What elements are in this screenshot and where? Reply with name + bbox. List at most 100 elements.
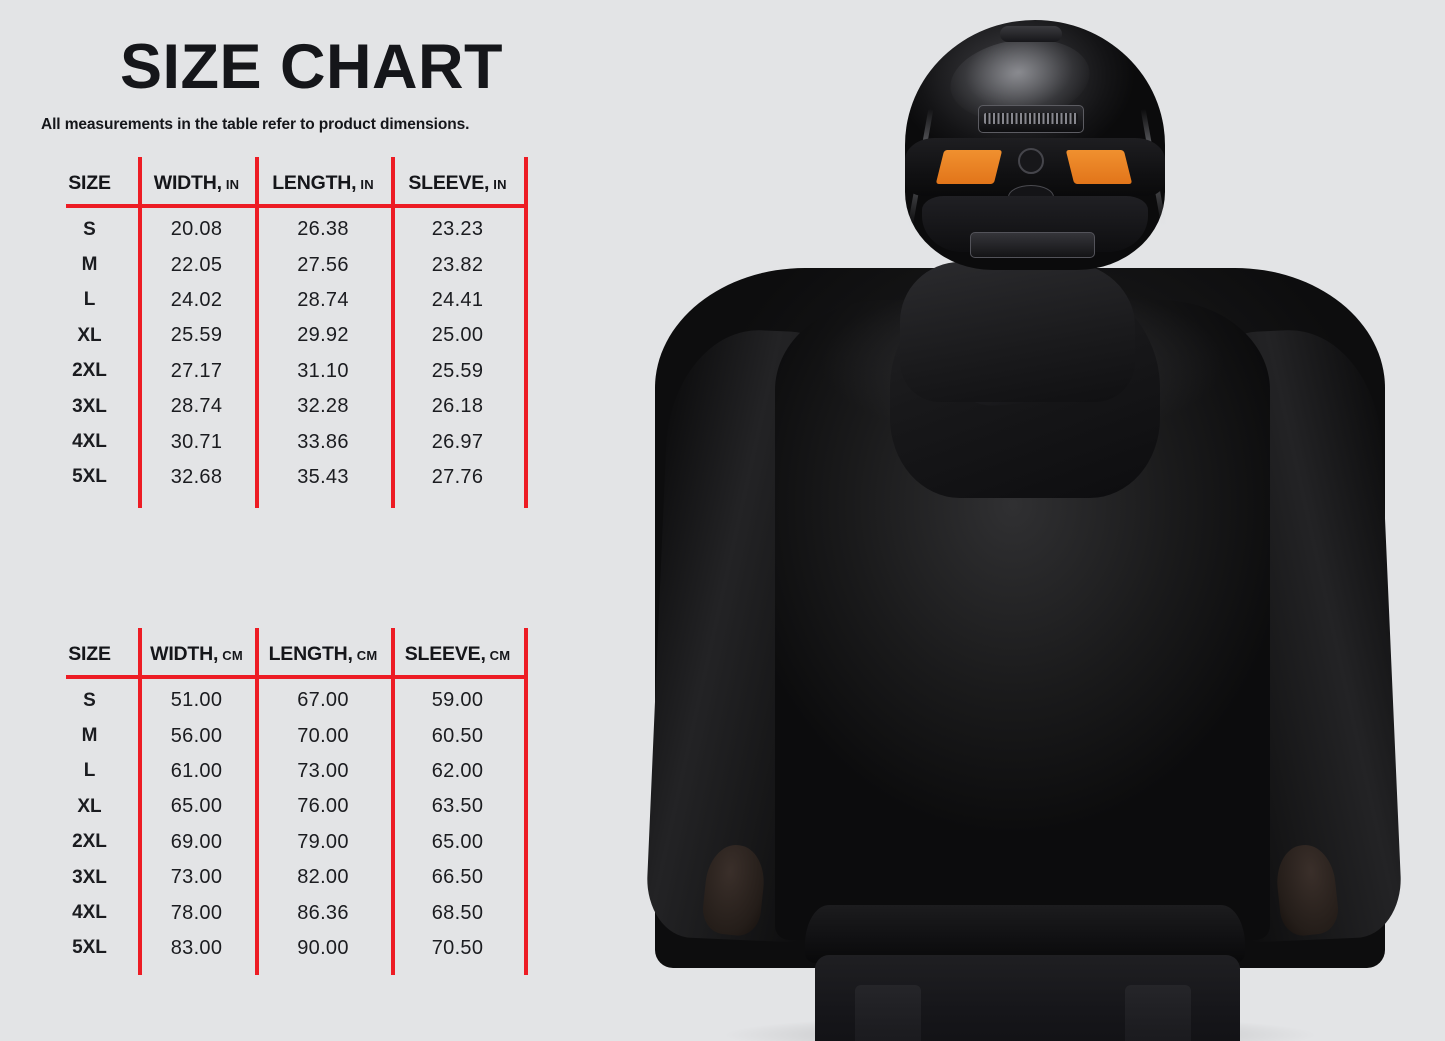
- column-header-sleeve-label: SLEEVE,: [408, 171, 490, 194]
- column-header-size: SIZE: [41, 643, 138, 666]
- table-header-row: SIZE WIDTH, CM LENGTH, CM SLEEVE, CM: [41, 637, 541, 671]
- table-divider-vertical-1: [138, 157, 142, 508]
- table-divider-vertical-2: [255, 157, 259, 508]
- table-body-inches: S 20.08 26.38 23.23 M 22.05 27.56 23.82 …: [41, 212, 541, 495]
- cell-sleeve: 63.50: [431, 795, 484, 818]
- cell-sleeve: 23.23: [431, 218, 484, 241]
- cell-size: XL: [77, 795, 102, 817]
- cell-length: 33.86: [297, 430, 349, 453]
- cell-sleeve: 70.50: [431, 936, 484, 959]
- cell-width: 51.00: [170, 689, 223, 712]
- cell-size: 2XL: [72, 831, 107, 853]
- cell-length: 67.00: [297, 689, 349, 712]
- table-row: 2XL 69.00 79.00 65.00: [41, 825, 541, 860]
- cell-size: S: [83, 689, 96, 711]
- cell-sleeve: 26.18: [431, 395, 484, 418]
- cell-size: L: [83, 760, 96, 782]
- table-row: 4XL 78.00 86.36 68.50: [41, 895, 541, 930]
- column-header-size-label: SIZE: [68, 642, 111, 665]
- cell-length: 86.36: [297, 901, 349, 924]
- cell-width: 22.05: [170, 253, 223, 276]
- cell-width: 24.02: [170, 288, 223, 311]
- cell-length: 28.74: [297, 288, 349, 311]
- column-header-length: LENGTH, CM: [255, 643, 391, 666]
- cell-length: 76.00: [297, 795, 349, 818]
- cell-sleeve: 59.00: [431, 689, 484, 712]
- column-header-length-unit: CM: [356, 647, 378, 663]
- cell-width: 30.71: [170, 430, 223, 453]
- cell-length: 73.00: [297, 759, 349, 782]
- cell-width: 73.00: [170, 866, 223, 889]
- cell-size: S: [83, 218, 96, 240]
- cell-width: 65.00: [170, 795, 223, 818]
- cell-width: 25.59: [170, 324, 223, 347]
- table-header-underline: [66, 675, 528, 679]
- table-row: XL 65.00 76.00 63.50: [41, 789, 541, 824]
- table-body-centimeters: S 51.00 67.00 59.00 M 56.00 70.00 60.50 …: [41, 683, 541, 966]
- table-row: 3XL 28.74 32.28 26.18: [41, 389, 541, 424]
- table-header-row: SIZE WIDTH, IN LENGTH, IN SLEEVE, IN: [41, 166, 541, 200]
- cell-width: 83.00: [170, 936, 223, 959]
- table-row: M 22.05 27.56 23.82: [41, 247, 541, 282]
- cell-size: 3XL: [72, 866, 107, 888]
- helmet-vent-grill: [984, 113, 1078, 124]
- column-header-sleeve-unit: IN: [493, 176, 507, 192]
- cell-sleeve: 27.76: [431, 465, 484, 488]
- column-header-width: WIDTH, IN: [138, 172, 255, 195]
- table-header-underline: [66, 204, 528, 208]
- cell-width: 32.68: [170, 465, 223, 488]
- column-header-size: SIZE: [41, 172, 138, 195]
- cell-length: 32.28: [297, 395, 349, 418]
- table-row: 3XL 73.00 82.00 66.50: [41, 860, 541, 895]
- cell-length: 27.56: [297, 253, 349, 276]
- cell-sleeve: 65.00: [431, 830, 484, 853]
- cell-size: 4XL: [72, 902, 107, 924]
- hoodie-hem-band: [805, 905, 1245, 963]
- helmet-top-vent: [1000, 26, 1062, 42]
- table-row: S 20.08 26.38 23.23: [41, 212, 541, 247]
- cell-sleeve: 23.82: [431, 253, 484, 276]
- column-header-sleeve-unit: CM: [489, 647, 511, 663]
- cell-width: 28.74: [170, 395, 223, 418]
- product-photo: [600, 0, 1445, 1041]
- cell-size: M: [81, 725, 98, 747]
- cell-size: 5XL: [72, 937, 107, 959]
- helmet-reflector-left: [935, 150, 1003, 184]
- cell-sleeve: 62.00: [431, 759, 484, 782]
- cell-length: 70.00: [297, 724, 349, 747]
- table-divider-vertical-2: [255, 628, 259, 975]
- cell-size: 5XL: [72, 466, 107, 488]
- cell-sleeve: 24.41: [431, 288, 484, 311]
- column-header-size-label: SIZE: [68, 171, 111, 194]
- cell-size: 4XL: [72, 431, 107, 453]
- cell-width: 69.00: [170, 830, 223, 853]
- table-row: L 24.02 28.74 24.41: [41, 283, 541, 318]
- page-title: SIZE CHART: [120, 32, 503, 102]
- cell-sleeve: 60.50: [431, 724, 484, 747]
- cell-size: M: [81, 254, 98, 276]
- cell-sleeve: 68.50: [431, 901, 484, 924]
- column-header-width-unit: IN: [225, 176, 240, 192]
- cell-width: 61.00: [170, 759, 223, 782]
- column-header-width-unit: CM: [222, 647, 243, 663]
- page-subtitle: All measurements in the table refer to p…: [41, 116, 470, 133]
- table-row: XL 25.59 29.92 25.00: [41, 318, 541, 353]
- column-header-sleeve-label: SLEEVE,: [404, 642, 486, 665]
- cell-length: 82.00: [297, 866, 349, 889]
- table-row: 5XL 32.68 35.43 27.76: [41, 460, 541, 495]
- helmet-reflector-right: [1065, 150, 1133, 184]
- table-row: S 51.00 67.00 59.00: [41, 683, 541, 718]
- cell-size: 3XL: [72, 395, 107, 417]
- table-row: 4XL 30.71 33.86 26.97: [41, 424, 541, 459]
- cell-sleeve: 25.59: [431, 359, 484, 382]
- table-row: L 61.00 73.00 62.00: [41, 754, 541, 789]
- cell-size: XL: [77, 324, 102, 346]
- column-header-sleeve: SLEEVE, CM: [391, 643, 524, 666]
- table-row: 2XL 27.17 31.10 25.59: [41, 354, 541, 389]
- cell-sleeve: 25.00: [431, 324, 484, 347]
- cell-sleeve: 26.97: [431, 430, 484, 453]
- column-header-length-label: LENGTH,: [268, 642, 353, 665]
- table-row: M 56.00 70.00 60.50: [41, 718, 541, 753]
- cell-length: 29.92: [297, 324, 349, 347]
- cell-width: 20.08: [170, 218, 223, 241]
